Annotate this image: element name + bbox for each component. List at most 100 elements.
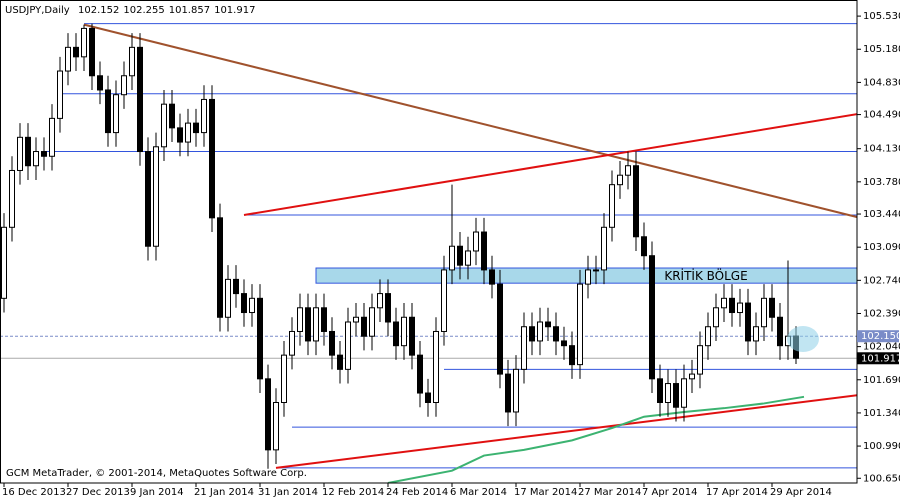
y-tick-label: 102.040 bbox=[863, 342, 900, 353]
y-tick-label: 100.650 bbox=[863, 473, 900, 484]
candle-body bbox=[1, 226, 7, 299]
candle-body bbox=[617, 174, 623, 186]
candle-body bbox=[441, 269, 447, 332]
candle-body bbox=[769, 297, 775, 318]
x-tick-label: 6 Mar 2014 bbox=[450, 487, 507, 498]
candle-body bbox=[81, 27, 87, 58]
candle-body bbox=[321, 307, 327, 332]
candle-body bbox=[401, 316, 407, 347]
candle-body bbox=[721, 297, 727, 309]
x-tick-label: 7 Apr 2014 bbox=[642, 487, 697, 498]
candle-body bbox=[177, 127, 183, 143]
trend-line bbox=[243, 113, 857, 216]
candle-body bbox=[417, 354, 423, 394]
candle-body bbox=[153, 146, 159, 247]
candle-body bbox=[745, 302, 751, 342]
plot-area: KRİTİK BÖLGE bbox=[0, 23, 857, 483]
x-tick-label: 17 Apr 2014 bbox=[706, 487, 768, 498]
candle-body bbox=[337, 354, 343, 370]
candle-body bbox=[689, 373, 695, 380]
candle-body bbox=[57, 70, 63, 119]
candle-body bbox=[113, 94, 119, 134]
x-tick-label: 12 Feb 2014 bbox=[322, 487, 384, 498]
candle-body bbox=[697, 345, 703, 375]
highlight bbox=[787, 326, 819, 352]
candle-body bbox=[657, 378, 663, 403]
zone-label: KRİTİK BÖLGE bbox=[664, 267, 747, 283]
candle-body bbox=[49, 117, 55, 157]
candle-body bbox=[369, 307, 375, 337]
candle-body bbox=[753, 326, 759, 342]
candle-body bbox=[433, 330, 439, 403]
candle-body bbox=[489, 269, 495, 285]
candle-body bbox=[185, 122, 191, 143]
candle-body bbox=[553, 326, 559, 342]
y-tick-label: 102.390 bbox=[863, 308, 900, 319]
candle-body bbox=[249, 297, 255, 314]
candle-body bbox=[161, 103, 167, 148]
candle-body bbox=[665, 383, 671, 404]
x-tick-label: 29 Apr 2014 bbox=[770, 487, 832, 498]
candle-body bbox=[17, 136, 23, 171]
candle-body bbox=[289, 330, 295, 356]
candle-body bbox=[257, 297, 263, 380]
y-tick-label: 100.990 bbox=[863, 441, 900, 452]
candle-body bbox=[217, 217, 223, 318]
y-tick-label: 105.180 bbox=[863, 44, 900, 55]
candle-body bbox=[737, 302, 743, 314]
x-tick-label: 31 Jan 2014 bbox=[258, 487, 318, 498]
candle-body bbox=[649, 255, 655, 380]
candle-body bbox=[33, 151, 39, 167]
candle-body bbox=[305, 307, 311, 342]
price-tag bbox=[857, 330, 899, 343]
candle-body bbox=[729, 297, 735, 314]
candle-body bbox=[609, 184, 615, 228]
y-tick-label: 105.530 bbox=[863, 11, 900, 22]
candle-body bbox=[385, 293, 391, 323]
candle-body bbox=[145, 151, 151, 247]
candle-body bbox=[329, 330, 335, 356]
candle-body bbox=[577, 283, 583, 366]
candle-body bbox=[473, 231, 479, 252]
candle-body bbox=[233, 278, 239, 295]
candle-body bbox=[633, 165, 639, 238]
candle-body bbox=[105, 89, 111, 134]
candle-body bbox=[561, 340, 567, 347]
plot-frame bbox=[0, 0, 858, 484]
trend-line bbox=[83, 23, 857, 219]
candle-body bbox=[465, 250, 471, 266]
candle-body bbox=[673, 383, 679, 408]
candle-body bbox=[209, 98, 215, 219]
y-tick-label: 103.440 bbox=[863, 209, 900, 220]
candle-body bbox=[641, 236, 647, 257]
y-tick-label: 104.130 bbox=[863, 144, 900, 155]
candle-body bbox=[713, 307, 719, 328]
y-tick-label: 101.340 bbox=[863, 408, 900, 419]
candle-body bbox=[545, 321, 551, 328]
x-tick-label: 16 Dec 2013 bbox=[2, 487, 66, 498]
candle-body bbox=[377, 293, 383, 309]
candle-body bbox=[297, 307, 303, 332]
x-tick-label: 27 Mar 2014 bbox=[578, 487, 641, 498]
x-tick-label: 17 Mar 2014 bbox=[514, 487, 577, 498]
candle-body bbox=[777, 316, 783, 347]
footer: GCM MetaTrader, © 2001-2014, MetaQuotes … bbox=[6, 468, 307, 479]
candle-body bbox=[601, 226, 607, 271]
candle-body bbox=[89, 27, 95, 77]
candle-body bbox=[201, 98, 207, 134]
quote: 102.152 102.255 101.857 101.917 bbox=[78, 5, 255, 16]
candle-body bbox=[393, 321, 399, 347]
y-tick-label: 104.490 bbox=[863, 110, 900, 121]
quote-low: 101.857 bbox=[169, 5, 210, 16]
x-tick-label: 24 Feb 2014 bbox=[386, 487, 448, 498]
candle-body bbox=[9, 169, 15, 228]
candle-body bbox=[345, 321, 351, 370]
candle-body bbox=[225, 278, 231, 318]
candle-body bbox=[129, 46, 135, 77]
y-tick-label: 103.090 bbox=[863, 242, 900, 253]
candle-body bbox=[241, 293, 247, 314]
candle-body bbox=[705, 326, 711, 347]
x-tick-label: 9 Jan 2014 bbox=[130, 487, 184, 498]
candle-body bbox=[353, 316, 359, 323]
